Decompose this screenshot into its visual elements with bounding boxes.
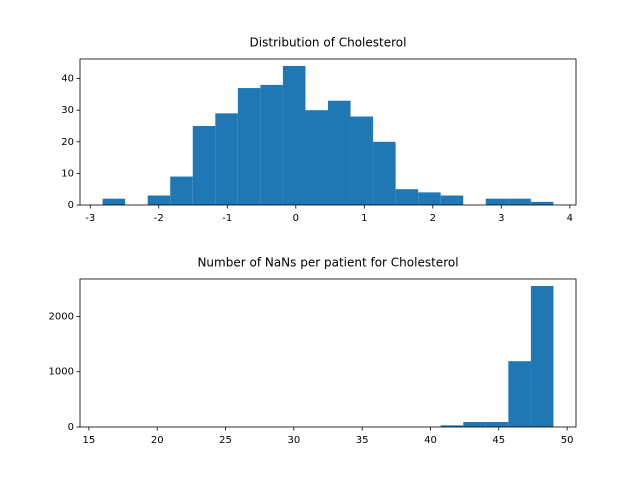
bar [170,176,193,205]
bar [147,195,171,205]
x-tick-label: 25 [219,435,232,446]
y-tick-label: 20 [61,137,74,148]
bar [192,125,216,205]
y-tick-label: 30 [61,105,74,116]
bar [485,422,509,427]
x-tick-label: 4 [567,213,573,224]
y-tick-label: 1000 [49,367,74,378]
x-tick-label: 1 [361,213,367,224]
x-tick-label: 15 [83,435,96,446]
bar [305,110,328,205]
x-tick-label: 30 [287,435,300,446]
x-tick-label: 3 [498,213,504,224]
x-tick-label: 50 [561,435,574,446]
bar [440,195,464,205]
x-tick-label: 40 [424,435,437,446]
bar [215,113,238,205]
chart-title: Distribution of Cholesterol [250,36,407,50]
x-tick-label: 20 [151,435,164,446]
bar [485,198,509,205]
bar [508,198,531,205]
y-tick-label: 40 [61,74,74,85]
bar [102,198,126,205]
chart-title: Number of NaNs per patient for Cholester… [197,256,458,270]
y-tick-label: 2000 [49,311,74,322]
bar [373,141,396,205]
axes-frame [79,278,577,428]
bar [530,201,554,205]
bar [463,422,486,427]
bar [530,286,554,427]
axes-frame [79,58,577,206]
x-tick-label: -3 [85,213,95,224]
x-tick-label: -1 [222,213,232,224]
bar [350,116,374,205]
bar [508,361,531,427]
y-tick-label: 0 [68,200,74,211]
bar [260,84,283,205]
x-tick-label: -2 [154,213,164,224]
bar [237,88,261,205]
x-tick-label: 45 [492,435,505,446]
x-tick-label: 0 [293,213,299,224]
bar [395,189,419,205]
bar [418,192,441,205]
y-tick-label: 10 [61,168,74,179]
bar [328,100,351,205]
bar [282,65,306,205]
x-tick-label: 35 [356,435,369,446]
bar [440,425,464,427]
y-tick-label: 0 [68,422,74,433]
x-tick-label: 2 [430,213,436,224]
